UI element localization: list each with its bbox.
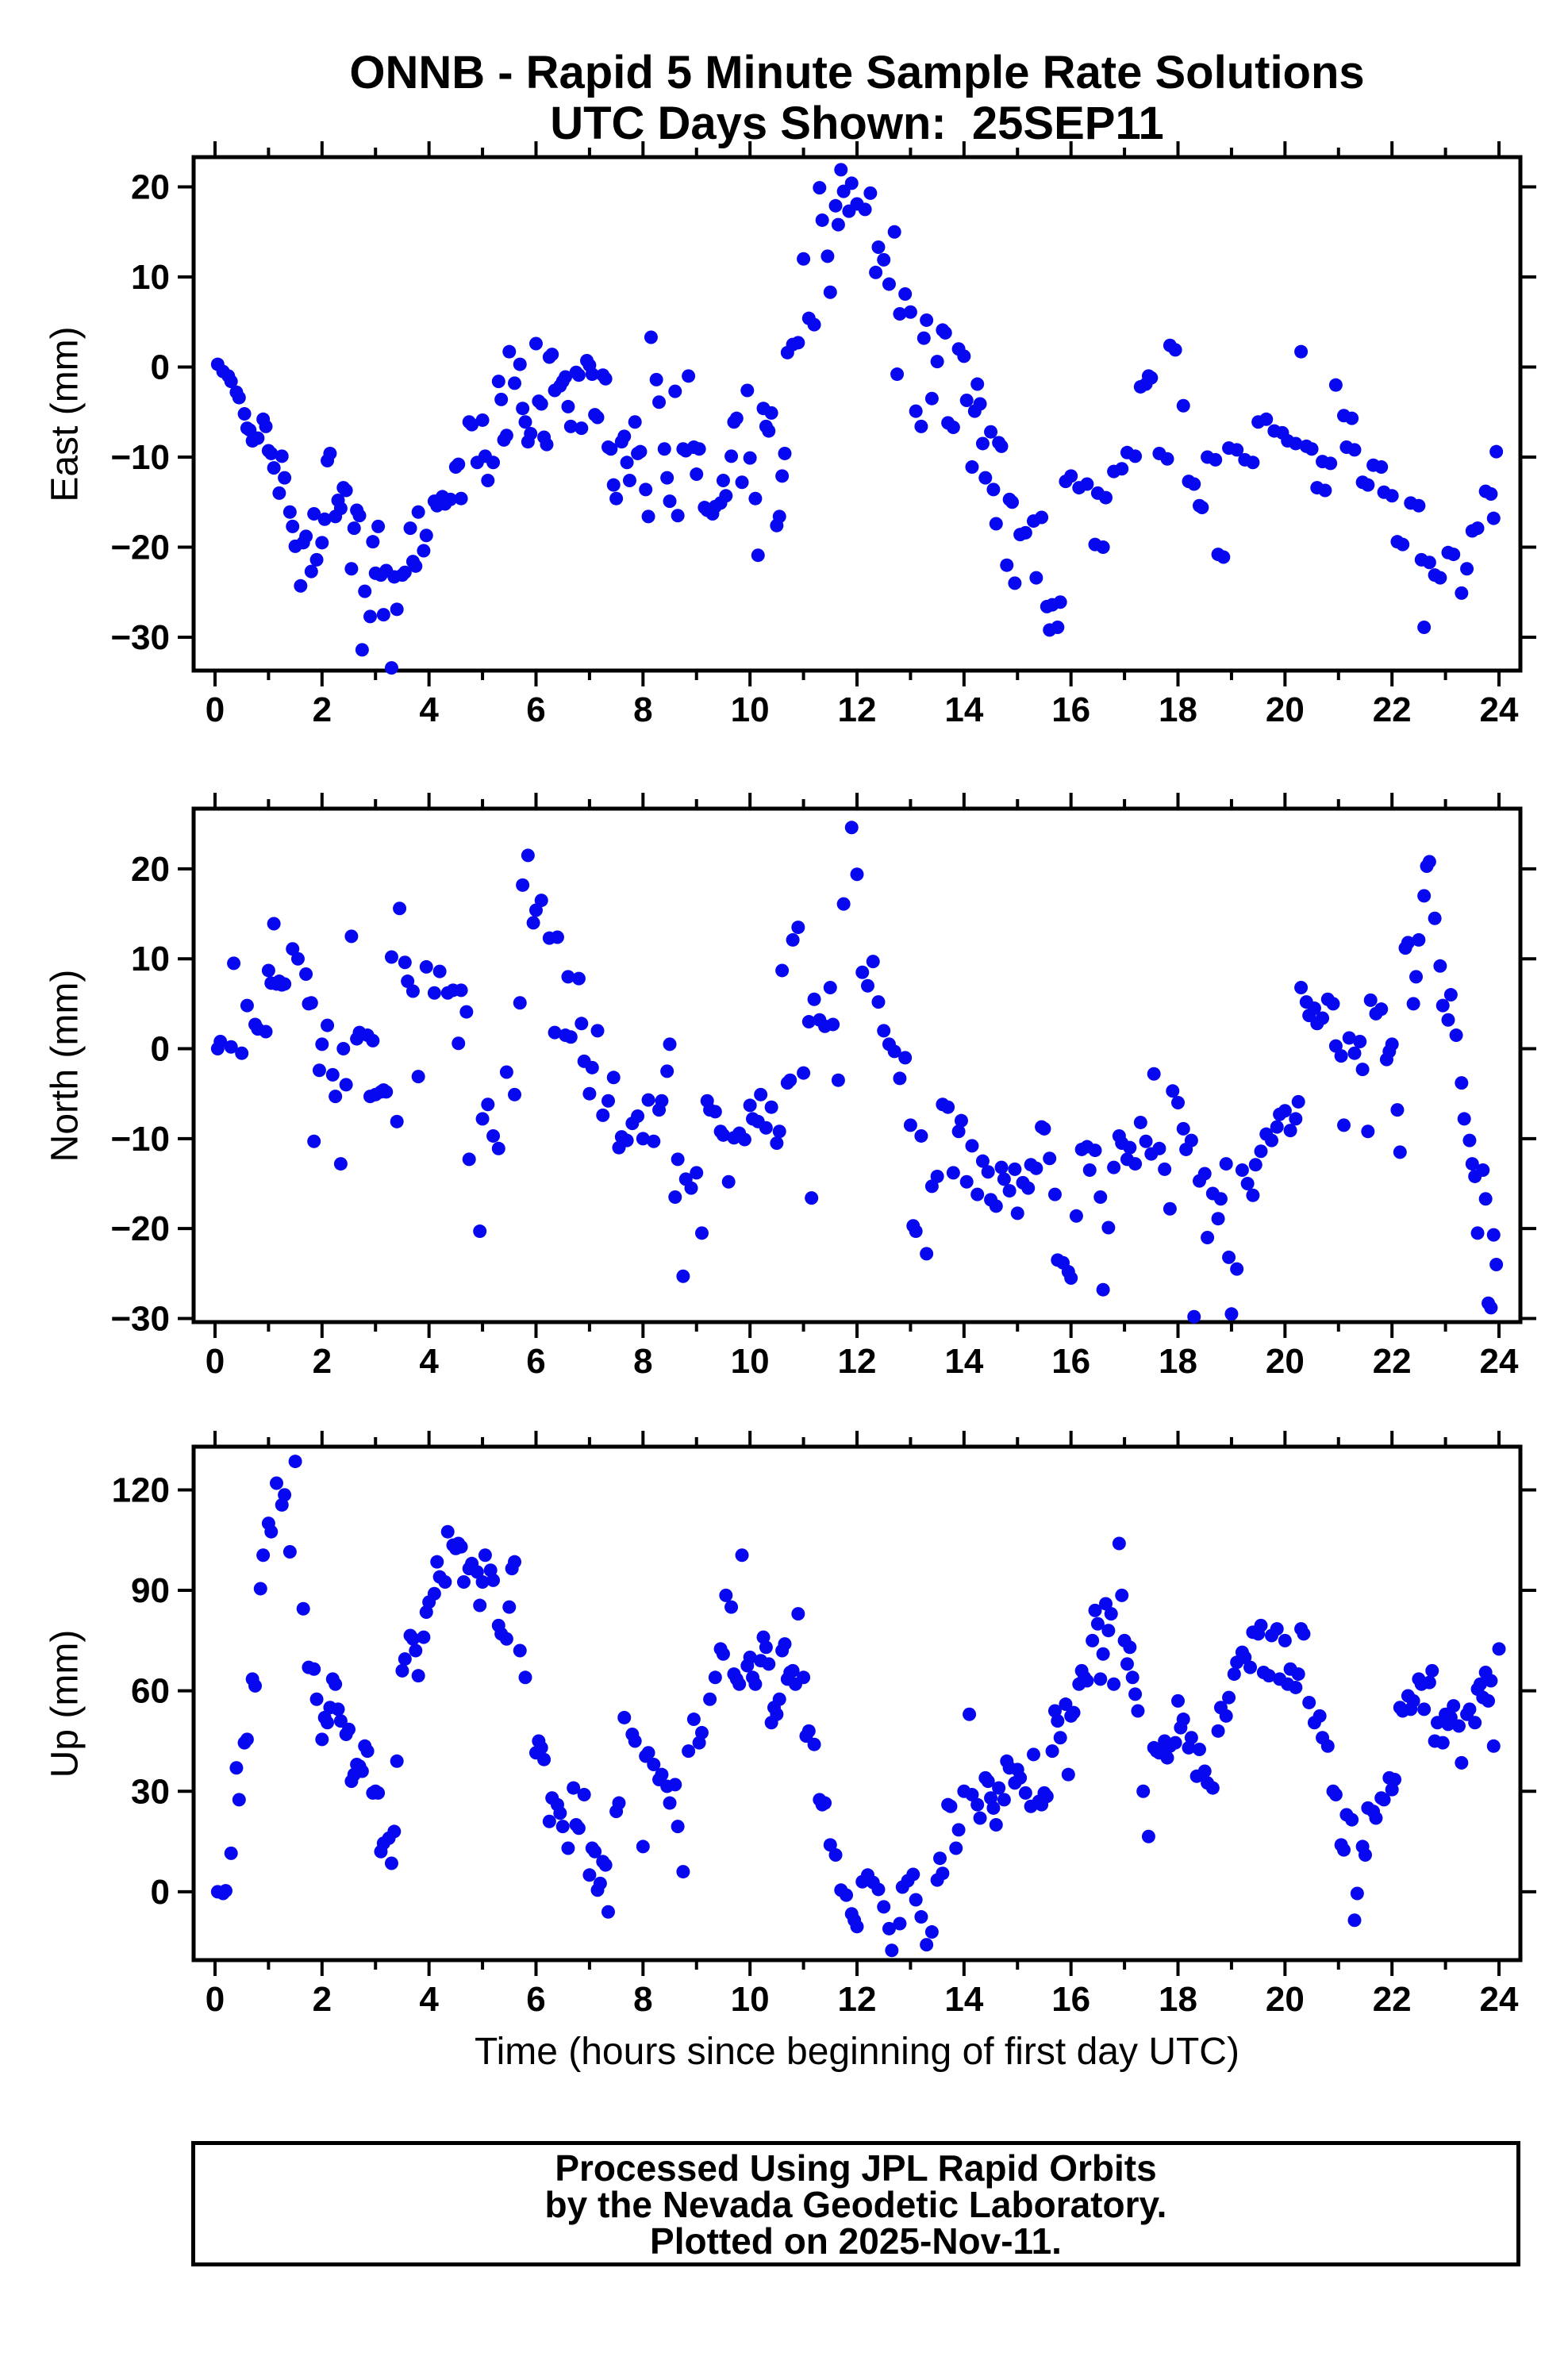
svg-text:8: 8 — [633, 1980, 652, 2019]
svg-text:0: 0 — [151, 1030, 170, 1069]
svg-text:24: 24 — [1480, 690, 1519, 729]
svg-text:12: 12 — [838, 1980, 877, 2019]
svg-text:8: 8 — [633, 690, 652, 729]
svg-text:20: 20 — [1266, 1980, 1305, 2019]
up-axis-title: Up (mm) — [44, 1629, 86, 1778]
svg-text:0: 0 — [206, 1980, 225, 2019]
svg-text:−10: −10 — [110, 1120, 170, 1159]
svg-text:2: 2 — [313, 690, 332, 729]
svg-text:120: 120 — [112, 1470, 170, 1509]
svg-text:−10: −10 — [110, 438, 170, 477]
svg-text:6: 6 — [526, 1980, 545, 2019]
svg-text:30: 30 — [131, 1772, 170, 1811]
svg-text:10: 10 — [731, 1342, 770, 1381]
svg-text:4: 4 — [419, 1342, 439, 1381]
svg-text:−20: −20 — [110, 1209, 170, 1248]
svg-text:0: 0 — [206, 690, 225, 729]
svg-text:18: 18 — [1159, 690, 1197, 729]
svg-text:2: 2 — [313, 1980, 332, 2019]
svg-text:14: 14 — [944, 1980, 983, 2019]
svg-text:−30: −30 — [110, 618, 170, 657]
svg-text:12: 12 — [838, 1342, 877, 1381]
figure-title-line1: ONNB - Rapid 5 Minute Sample Rate Soluti… — [349, 47, 1365, 98]
svg-text:4: 4 — [419, 1980, 439, 2019]
figure-title-line2: UTC Days Shown: 25SEP11 — [550, 98, 1164, 149]
svg-text:16: 16 — [1051, 690, 1090, 729]
svg-text:8: 8 — [633, 1342, 652, 1381]
north-axis-title: North (mm) — [44, 969, 86, 1163]
svg-text:20: 20 — [131, 850, 170, 889]
svg-text:60: 60 — [131, 1672, 170, 1711]
svg-text:6: 6 — [526, 1342, 545, 1381]
svg-text:18: 18 — [1159, 1342, 1197, 1381]
processing-note-box: Processed Using JPL Rapid Orbits by the … — [191, 2141, 1520, 2266]
svg-text:0: 0 — [151, 348, 170, 386]
svg-text:6: 6 — [526, 690, 545, 729]
svg-text:0: 0 — [206, 1342, 225, 1381]
svg-text:18: 18 — [1159, 1980, 1197, 2019]
svg-text:24: 24 — [1480, 1342, 1519, 1381]
svg-text:14: 14 — [944, 1342, 983, 1381]
svg-text:90: 90 — [131, 1571, 170, 1610]
svg-text:−30: −30 — [110, 1299, 170, 1338]
svg-text:14: 14 — [944, 690, 983, 729]
svg-text:10: 10 — [131, 258, 170, 297]
footer-line2: by the Nevada Geodetic Laboratory. — [544, 2184, 1167, 2225]
svg-text:12: 12 — [838, 690, 877, 729]
svg-text:22: 22 — [1373, 1980, 1412, 2019]
svg-text:20: 20 — [1266, 1342, 1305, 1381]
svg-text:24: 24 — [1480, 1980, 1519, 2019]
svg-text:16: 16 — [1051, 1342, 1090, 1381]
svg-text:4: 4 — [419, 690, 439, 729]
svg-text:20: 20 — [1266, 690, 1305, 729]
svg-text:22: 22 — [1373, 1342, 1412, 1381]
svg-text:10: 10 — [731, 1980, 770, 2019]
svg-text:0: 0 — [151, 1873, 170, 1912]
svg-text:22: 22 — [1373, 690, 1412, 729]
footer-line3: Plotted on 2025-Nov-11. — [650, 2220, 1062, 2262]
svg-text:10: 10 — [131, 940, 170, 978]
svg-text:20: 20 — [131, 167, 170, 206]
east-axis-title: East (mm) — [44, 326, 86, 502]
svg-text:10: 10 — [731, 690, 770, 729]
svg-text:2: 2 — [313, 1342, 332, 1381]
time-axis-title: Time (hours since beginning of first day… — [475, 2031, 1239, 2073]
footer-line1: Processed Using JPL Rapid Orbits — [555, 2147, 1157, 2189]
svg-text:16: 16 — [1051, 1980, 1090, 2019]
svg-text:−20: −20 — [110, 528, 170, 567]
